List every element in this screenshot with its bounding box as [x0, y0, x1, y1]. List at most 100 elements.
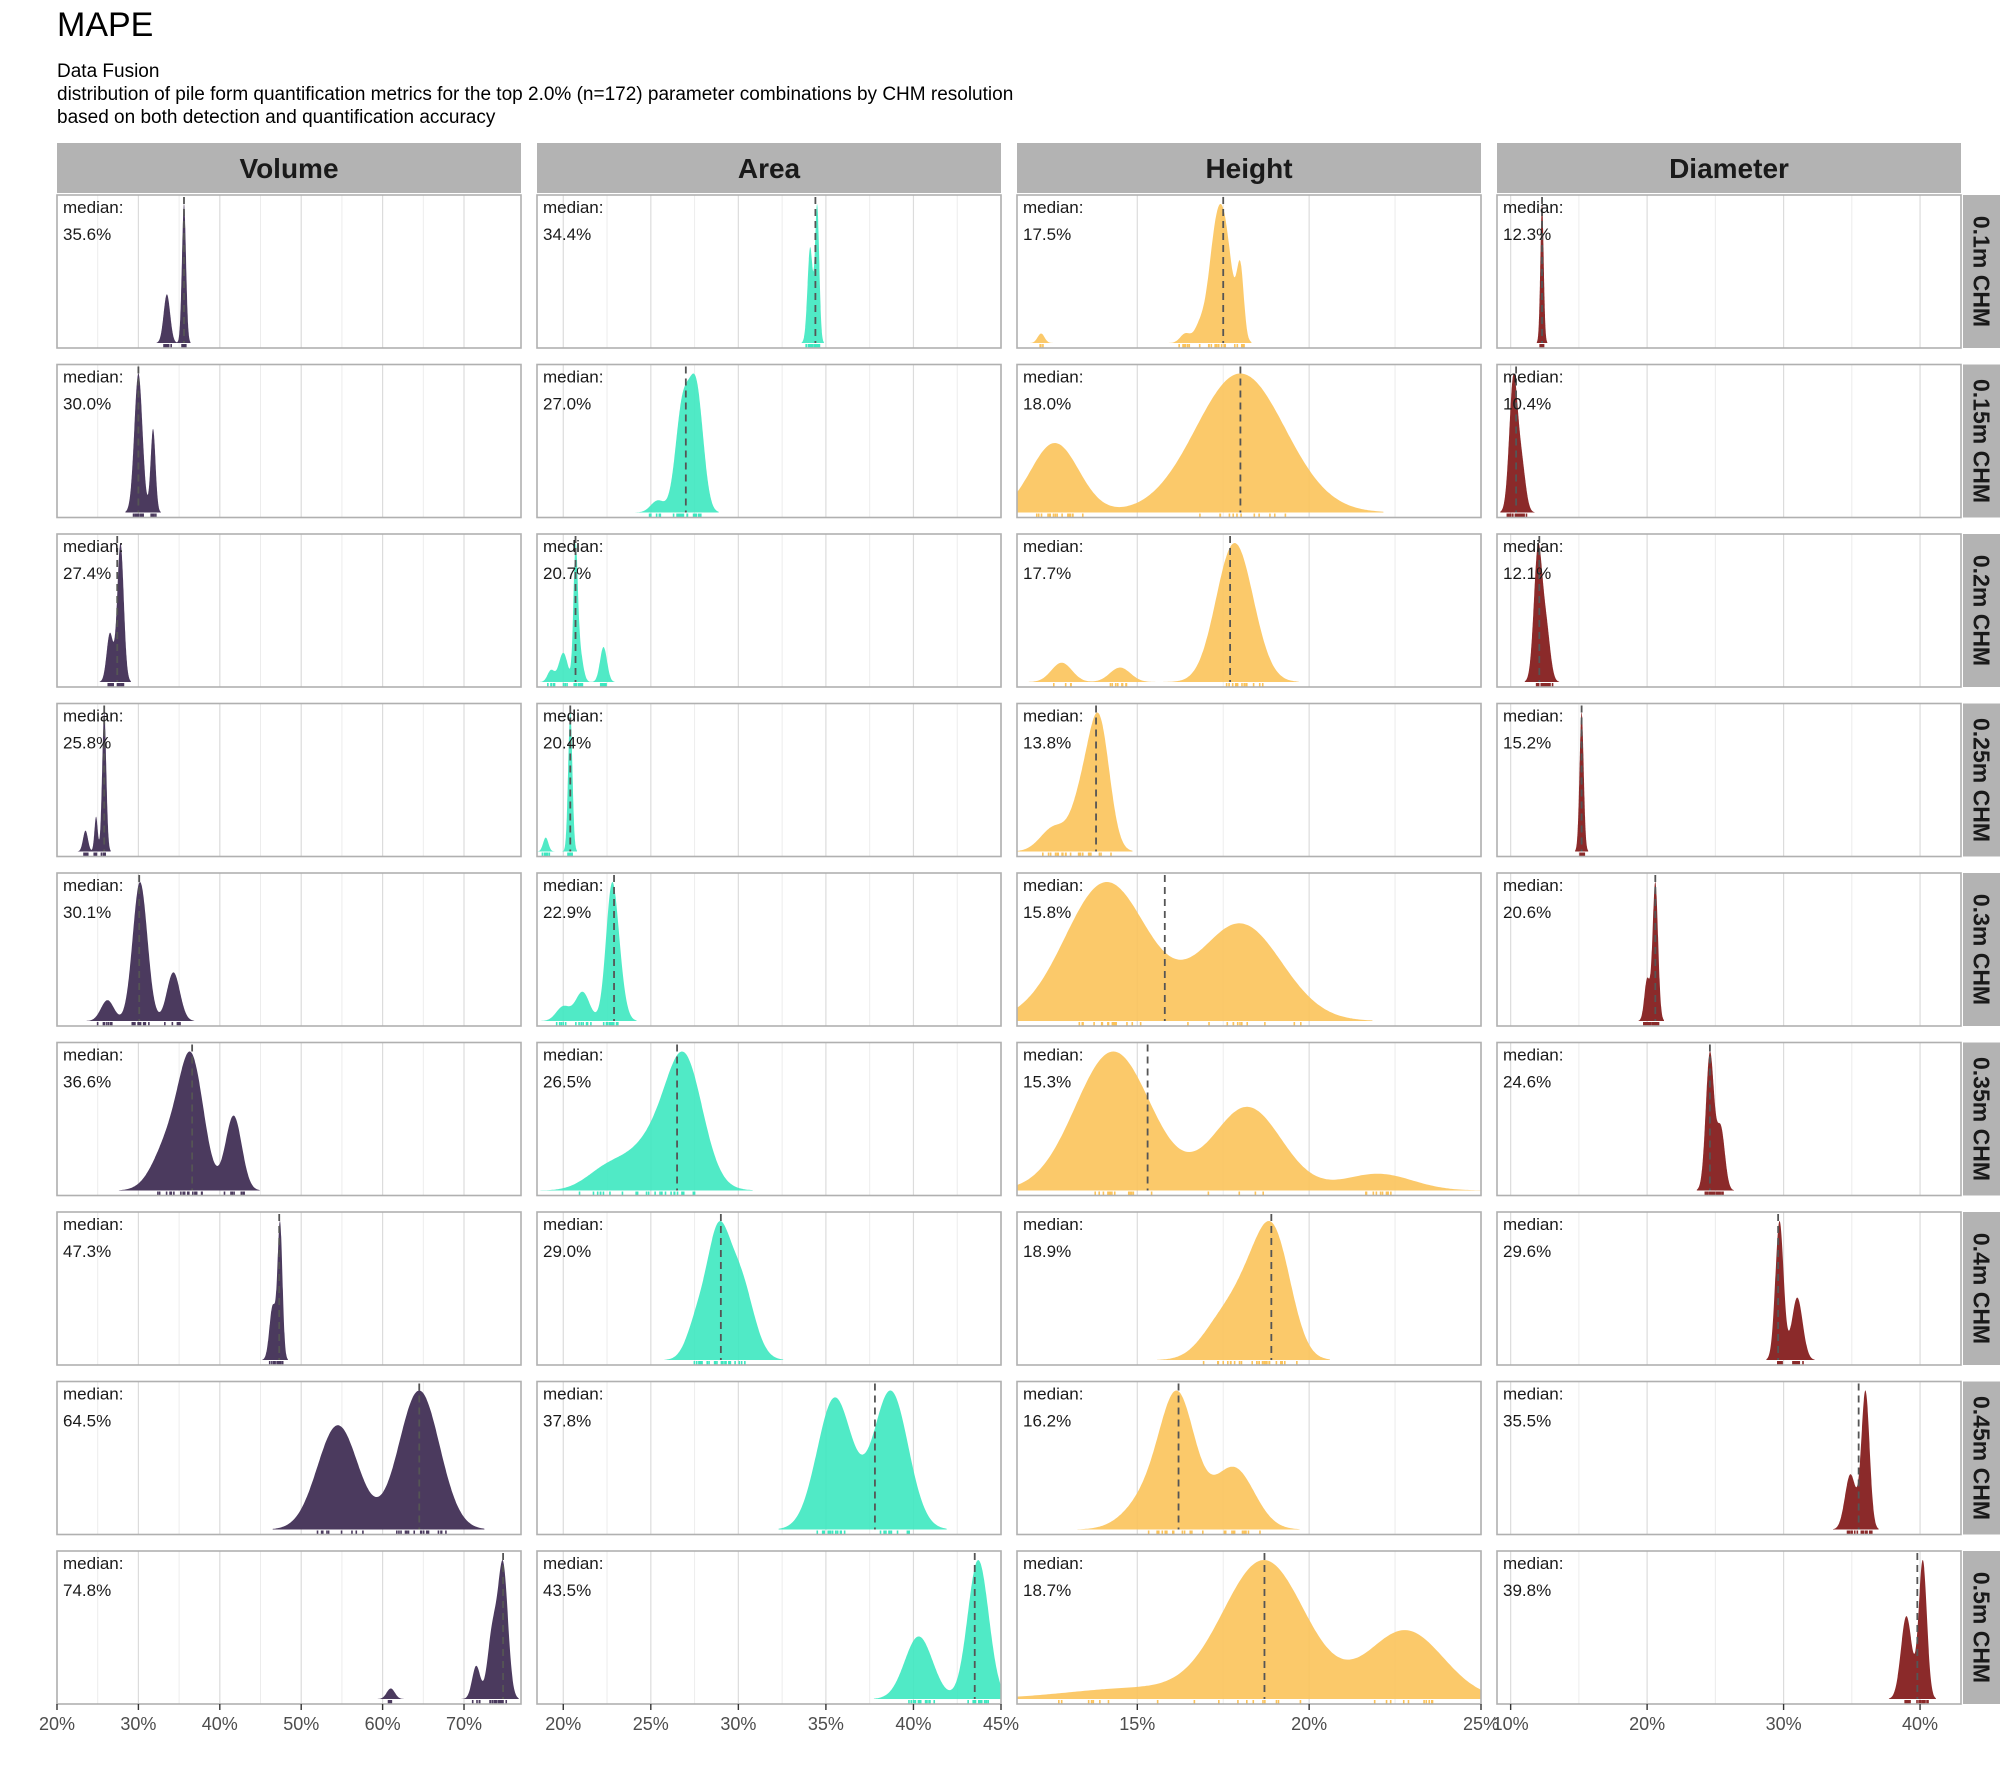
- panel-border: [536, 194, 1002, 349]
- panel-diameter-4: median: 20.6%: [1496, 872, 1962, 1027]
- panel-height-1: median: 18.0%: [1016, 363, 1482, 519]
- panel-background: [1017, 195, 1481, 348]
- density-area: [262, 1221, 288, 1360]
- strip-area: [537, 143, 1001, 193]
- density-area: [873, 1560, 1001, 1699]
- panel-area-1: median: 27.0%: [536, 363, 1002, 519]
- row-strip: [1963, 195, 2000, 348]
- median-label-value: 20.6%: [1503, 903, 1551, 922]
- panel-area-5: median: 26.5%: [536, 1041, 1002, 1197]
- panel-border: [536, 1550, 1002, 1705]
- panel-border: [1016, 194, 1482, 349]
- row-label: 0.35m CHM: [1969, 1057, 1995, 1181]
- x-tick-label: 45%: [983, 1714, 1019, 1734]
- density-area: [1157, 1221, 1330, 1360]
- density-area: [1638, 882, 1664, 1021]
- median-label-prefix: median:: [543, 537, 603, 556]
- row-strip: [1963, 534, 2000, 687]
- panel-volume-5: median: 36.6%: [56, 1041, 522, 1197]
- median-label-value: 13.8%: [1023, 734, 1071, 753]
- median-label-value: 26.5%: [543, 1073, 591, 1092]
- panel-border: [56, 1380, 522, 1536]
- median-label-prefix: median:: [63, 537, 123, 556]
- median-label-prefix: median:: [543, 198, 603, 217]
- panel-height-6: median: 18.9%: [1016, 1211, 1482, 1366]
- panel-background: [537, 534, 1001, 687]
- density-area: [540, 882, 637, 1021]
- x-tick-label: 10%: [1493, 1714, 1529, 1734]
- panel-height-7: median: 16.2%: [1016, 1380, 1482, 1536]
- x-tick-label: 20%: [39, 1714, 75, 1734]
- median-label-prefix: median:: [1023, 1554, 1083, 1573]
- panel-background: [1497, 364, 1961, 518]
- median-label-value: 39.8%: [1503, 1581, 1551, 1600]
- median-label-prefix: median:: [1023, 368, 1083, 387]
- median-label-value: 17.5%: [1023, 225, 1071, 244]
- x-tick-label: 15%: [1119, 1714, 1155, 1734]
- density-area: [377, 1560, 519, 1699]
- panel-background: [537, 1212, 1001, 1365]
- density-area: [272, 1390, 485, 1530]
- median-label-prefix: median:: [1023, 876, 1083, 895]
- row-strip: [1963, 873, 2000, 1026]
- row-label: 0.4m CHM: [1969, 1233, 1995, 1344]
- panel-height-2: median: 17.7%: [1016, 533, 1482, 688]
- density-area: [664, 1221, 784, 1360]
- x-tick-label: 40%: [1902, 1714, 1938, 1734]
- panel-volume-7: median: 64.5%: [56, 1380, 522, 1536]
- panel-diameter-6: median: 29.6%: [1496, 1211, 1962, 1366]
- panel-background: [1497, 534, 1961, 687]
- density-area: [118, 1051, 260, 1191]
- panel-background: [537, 364, 1001, 518]
- median-label-prefix: median:: [63, 1215, 123, 1234]
- density-area: [125, 373, 161, 513]
- panel-border: [1016, 1041, 1482, 1197]
- median-label-prefix: median:: [63, 1046, 123, 1065]
- x-tick-label: 25%: [633, 1714, 669, 1734]
- median-label-value: 43.5%: [543, 1581, 591, 1600]
- panel-border: [1016, 363, 1482, 519]
- panel-border: [1496, 533, 1962, 688]
- row-label: 0.45m CHM: [1969, 1396, 1995, 1520]
- median-label-value: 18.9%: [1023, 1242, 1071, 1261]
- row-label: 0.15m CHM: [1969, 379, 1995, 503]
- panel-background: [57, 1042, 521, 1196]
- median-label-value: 25.8%: [63, 734, 111, 753]
- density-area: [635, 373, 719, 513]
- row-label: 0.3m CHM: [1969, 894, 1995, 1005]
- panel-area-8: median: 43.5%: [536, 1550, 1002, 1705]
- density-area: [1030, 204, 1252, 343]
- median-label-prefix: median:: [1023, 707, 1083, 726]
- median-label-value: 12.1%: [1503, 564, 1551, 583]
- median-label-prefix: median:: [1503, 1215, 1563, 1234]
- panel-volume-3: median: 25.8%: [56, 702, 522, 858]
- panel-border: [1496, 1041, 1962, 1197]
- panel-background: [57, 1551, 521, 1704]
- panel-border: [1016, 533, 1482, 688]
- panel-background: [537, 703, 1001, 857]
- x-tick-label: 30%: [720, 1714, 756, 1734]
- density-area: [1500, 373, 1535, 513]
- median-label-value: 17.7%: [1023, 564, 1071, 583]
- median-label-prefix: median:: [63, 368, 123, 387]
- panel-border: [536, 1041, 1002, 1197]
- panel-area-6: median: 29.0%: [536, 1211, 1002, 1366]
- median-label-value: 27.4%: [63, 564, 111, 583]
- median-label-value: 47.3%: [63, 1242, 111, 1261]
- median-label-value: 35.5%: [1503, 1412, 1551, 1431]
- panel-height-8: median: 18.7%: [1016, 1550, 1482, 1705]
- median-label-value: 35.6%: [63, 225, 111, 244]
- panel-diameter-1: median: 10.4%: [1496, 363, 1962, 519]
- median-label-prefix: median:: [1503, 707, 1563, 726]
- row-label: 0.1m CHM: [1969, 216, 1995, 327]
- row-label: 0.25m CHM: [1969, 718, 1995, 842]
- panel-area-0: median: 34.4%: [536, 194, 1002, 349]
- panel-background: [57, 1212, 521, 1365]
- median-label-value: 29.0%: [543, 1242, 591, 1261]
- median-label-prefix: median:: [63, 707, 123, 726]
- median-label-prefix: median:: [63, 876, 123, 895]
- panel-border: [1496, 1380, 1962, 1536]
- median-label-value: 20.4%: [543, 734, 591, 753]
- panel-volume-6: median: 47.3%: [56, 1211, 522, 1366]
- density-area: [1017, 1051, 1481, 1191]
